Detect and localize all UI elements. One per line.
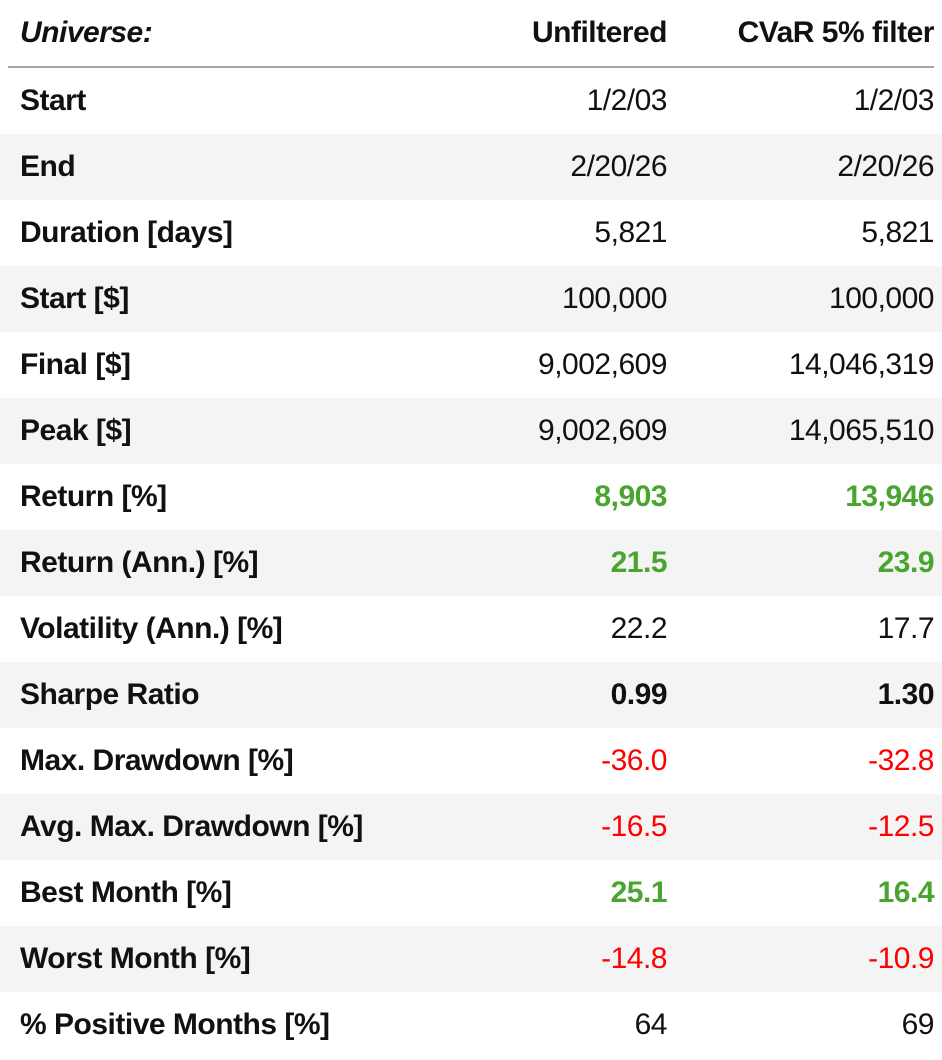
row-value-cvar-filter: 14,046,319 bbox=[788, 348, 935, 381]
row-value-cvar-filter: -12.5 bbox=[868, 810, 934, 843]
row-label: Return [%] bbox=[20, 480, 167, 513]
row-value-cvar-filter: -10.9 bbox=[868, 942, 934, 975]
row-value-unfiltered: 9,002,609 bbox=[538, 414, 667, 447]
row-value-cvar-filter: -32.8 bbox=[868, 744, 934, 777]
row-label: Worst Month [%] bbox=[20, 942, 251, 975]
row-value-unfiltered: 8,903 bbox=[594, 480, 667, 513]
row-value-cvar-filter: 14,065,510 bbox=[788, 414, 935, 447]
row-value-unfiltered: 100,000 bbox=[562, 282, 667, 315]
row-value-cvar-filter: 13,946 bbox=[845, 480, 934, 513]
row-label: Peak [$] bbox=[20, 414, 132, 447]
table-row: Worst Month [%] -14.8 -10.9 bbox=[0, 926, 942, 992]
table-row: Max. Drawdown [%] -36.0 -32.8 bbox=[0, 728, 942, 794]
row-label: Return (Ann.) [%] bbox=[20, 546, 259, 579]
table-row: Best Month [%] 25.1 16.4 bbox=[0, 860, 942, 926]
row-label: Final [$] bbox=[20, 348, 131, 381]
row-value-unfiltered: 2/20/26 bbox=[570, 150, 667, 183]
table-row: Start 1/2/03 1/2/03 bbox=[0, 68, 942, 134]
row-label: Sharpe Ratio bbox=[20, 678, 200, 711]
row-label: Start bbox=[20, 84, 86, 117]
table-row: Return (Ann.) [%] 21.5 23.9 bbox=[0, 530, 942, 596]
table-row: Sharpe Ratio 0.99 1.30 bbox=[0, 662, 942, 728]
table-row: Peak [$] 9,002,609 14,065,510 bbox=[0, 398, 942, 464]
row-value-unfiltered: 22.2 bbox=[610, 612, 667, 645]
row-value-cvar-filter: 69 bbox=[901, 1008, 935, 1041]
row-label: End bbox=[20, 150, 76, 183]
table-body: Start 1/2/03 1/2/03 End 2/20/26 2/20/26 … bbox=[0, 68, 942, 1058]
row-value-unfiltered: -14.8 bbox=[601, 942, 667, 975]
row-label: Best Month [%] bbox=[20, 876, 232, 909]
row-label: Avg. Max. Drawdown [%] bbox=[20, 810, 363, 843]
row-value-unfiltered: 0.99 bbox=[610, 678, 667, 711]
column-header-unfiltered: Unfiltered bbox=[531, 16, 667, 49]
table-row: Volatility (Ann.) [%] 22.2 17.7 bbox=[0, 596, 942, 662]
table-row: Final [$] 9,002,609 14,046,319 bbox=[0, 332, 942, 398]
row-value-unfiltered: -36.0 bbox=[601, 744, 667, 777]
row-value-cvar-filter: 17.7 bbox=[877, 612, 935, 645]
row-value-cvar-filter: 23.9 bbox=[877, 546, 935, 579]
table-row: End 2/20/26 2/20/26 bbox=[0, 134, 942, 200]
row-value-unfiltered: 1/2/03 bbox=[586, 84, 667, 117]
row-value-unfiltered: 5,821 bbox=[594, 216, 667, 249]
table-row: Avg. Max. Drawdown [%] -16.5 -12.5 bbox=[0, 794, 942, 860]
column-header-cvar-filter: CVaR 5% filter bbox=[737, 16, 935, 49]
row-value-cvar-filter: 2/20/26 bbox=[837, 150, 934, 183]
row-value-unfiltered: 25.1 bbox=[610, 876, 667, 909]
row-value-unfiltered: 64 bbox=[634, 1008, 667, 1041]
table-row: Start [$] 100,000 100,000 bbox=[0, 266, 942, 332]
universe-header-label: Universe: bbox=[20, 16, 153, 49]
row-label: Volatility (Ann.) [%] bbox=[20, 612, 283, 645]
row-value-cvar-filter: 100,000 bbox=[829, 282, 934, 315]
row-value-cvar-filter: 5,821 bbox=[861, 216, 934, 249]
row-label: Duration [days] bbox=[20, 216, 233, 249]
row-label: Max. Drawdown [%] bbox=[20, 744, 294, 777]
row-value-unfiltered: -16.5 bbox=[601, 810, 667, 843]
table-row: Return [%] 8,903 13,946 bbox=[0, 464, 942, 530]
table-row: Duration [days] 5,821 5,821 bbox=[0, 200, 942, 266]
row-value-unfiltered: 21.5 bbox=[610, 546, 667, 579]
row-value-cvar-filter: 16.4 bbox=[877, 876, 935, 909]
table-header-row: Universe: Unfiltered CVaR 5% filter bbox=[0, 0, 942, 66]
header-divider bbox=[8, 66, 934, 68]
row-label: % Positive Months [%] bbox=[20, 1008, 330, 1041]
row-value-unfiltered: 9,002,609 bbox=[538, 348, 667, 381]
row-value-cvar-filter: 1/2/03 bbox=[853, 84, 935, 117]
row-value-cvar-filter: 1.30 bbox=[877, 678, 935, 711]
table-row: % Positive Months [%] 64 69 bbox=[0, 992, 942, 1058]
row-label: Start [$] bbox=[20, 282, 129, 315]
